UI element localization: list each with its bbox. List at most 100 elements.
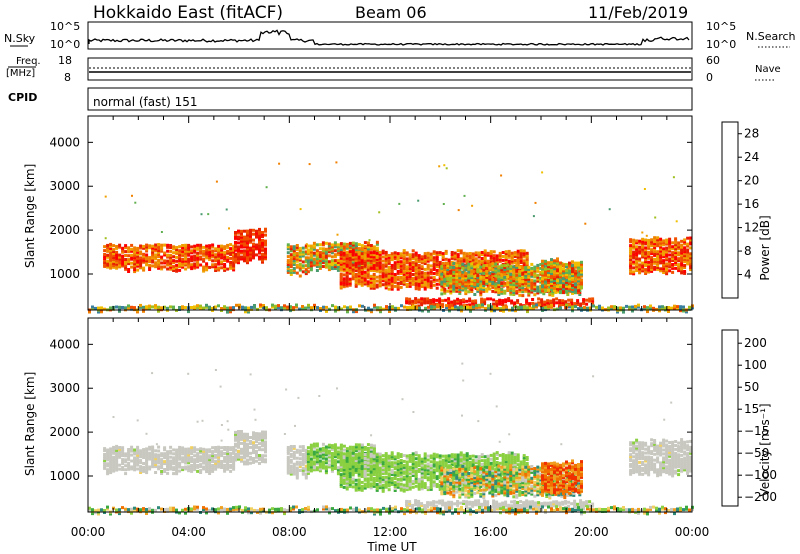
power-cell [151, 305, 154, 309]
velocity-cell [175, 454, 179, 458]
velocity-cell [258, 438, 261, 442]
velocity-cell [124, 454, 128, 458]
power-cell [234, 240, 237, 244]
velocity-cell [327, 451, 331, 455]
power-cell [432, 279, 436, 283]
power-cell [112, 248, 116, 252]
velocity-cell [396, 472, 400, 475]
power-cell [349, 305, 352, 309]
velocity-cell [292, 472, 296, 476]
power-cell [295, 245, 299, 249]
power-cell [166, 306, 169, 310]
velocity-cell [109, 457, 113, 461]
power-cell [558, 299, 562, 303]
power-cell [264, 227, 267, 231]
power-cell [500, 287, 504, 291]
power-cell [638, 259, 642, 263]
power-cell [426, 263, 430, 267]
power-cell [463, 194, 466, 197]
power-cell [491, 264, 495, 268]
power-cell [527, 271, 531, 275]
power-cell [574, 275, 577, 279]
power-cell [345, 282, 349, 286]
power-cell [181, 305, 184, 309]
power-cell [547, 307, 550, 310]
velocity-cell [130, 449, 134, 453]
power-cell [127, 304, 130, 308]
velocity-cell [292, 464, 296, 468]
velocity-cell [118, 455, 122, 459]
power-cell [659, 245, 663, 249]
velocity-cell [220, 460, 224, 463]
power-cell [525, 259, 529, 263]
velocity-cell [312, 468, 316, 472]
power-cell [315, 253, 319, 257]
power-cell [635, 247, 639, 251]
velocity-cell [345, 465, 349, 469]
velocity-cell [402, 459, 406, 463]
power-cell [232, 252, 236, 256]
velocity-cell [133, 468, 137, 472]
velocity-cell [246, 436, 249, 440]
power-cell [246, 233, 249, 237]
power-cell [121, 246, 125, 250]
power-cell [456, 257, 460, 261]
power-cell [501, 251, 505, 254]
power-cell [178, 245, 182, 249]
power-cell [258, 245, 261, 249]
velocity-cell [112, 463, 116, 467]
power-cell [577, 273, 580, 277]
power-cell [390, 258, 394, 262]
power-cell [503, 291, 507, 295]
power-cell [577, 289, 580, 293]
power-cell [565, 271, 568, 274]
velocity-cell [223, 452, 227, 455]
power-cell [492, 256, 496, 260]
power-cell [471, 204, 474, 207]
power-cell [459, 257, 463, 261]
power-cell [357, 278, 361, 282]
power-cell [423, 299, 427, 303]
velocity-cell [378, 472, 382, 476]
power-cell [127, 260, 131, 264]
power-cell [148, 258, 152, 262]
power-cell [354, 257, 358, 261]
velocity-cell [381, 464, 385, 468]
power-cell [142, 268, 146, 272]
power-cell [112, 261, 116, 265]
velocity-cell [109, 467, 113, 471]
power-cell [261, 254, 264, 258]
velocity-cell [184, 465, 188, 469]
power-cell [103, 258, 107, 262]
velocity-cell [237, 445, 240, 449]
velocity-cell [292, 452, 296, 456]
velocity-cell [211, 452, 215, 456]
velocity-cell [339, 445, 343, 449]
power-cell [124, 265, 128, 269]
velocity-cell [387, 482, 391, 486]
power-cell [539, 263, 543, 266]
velocity-cell [309, 445, 313, 449]
power-cell [527, 285, 531, 289]
power-cell [243, 229, 246, 233]
power-cell [193, 262, 197, 266]
velocity-cell [301, 447, 305, 451]
power-cell [562, 269, 565, 273]
velocity-cell [333, 453, 337, 457]
power-cell [677, 241, 681, 245]
velocity-cell [139, 459, 143, 463]
power-cell [366, 282, 370, 286]
velocity-cell [243, 446, 246, 450]
power-cell [662, 271, 666, 274]
power-cell [130, 261, 134, 265]
power-cell [559, 285, 562, 289]
power-cell [106, 263, 110, 267]
velocity-cell [246, 458, 249, 462]
power-cell [629, 250, 633, 254]
power-cell [363, 256, 367, 260]
power-cell [571, 309, 574, 313]
power-cell [402, 266, 406, 270]
power-cell [566, 267, 570, 271]
velocity-cell [345, 473, 349, 477]
power-cell [148, 306, 151, 310]
